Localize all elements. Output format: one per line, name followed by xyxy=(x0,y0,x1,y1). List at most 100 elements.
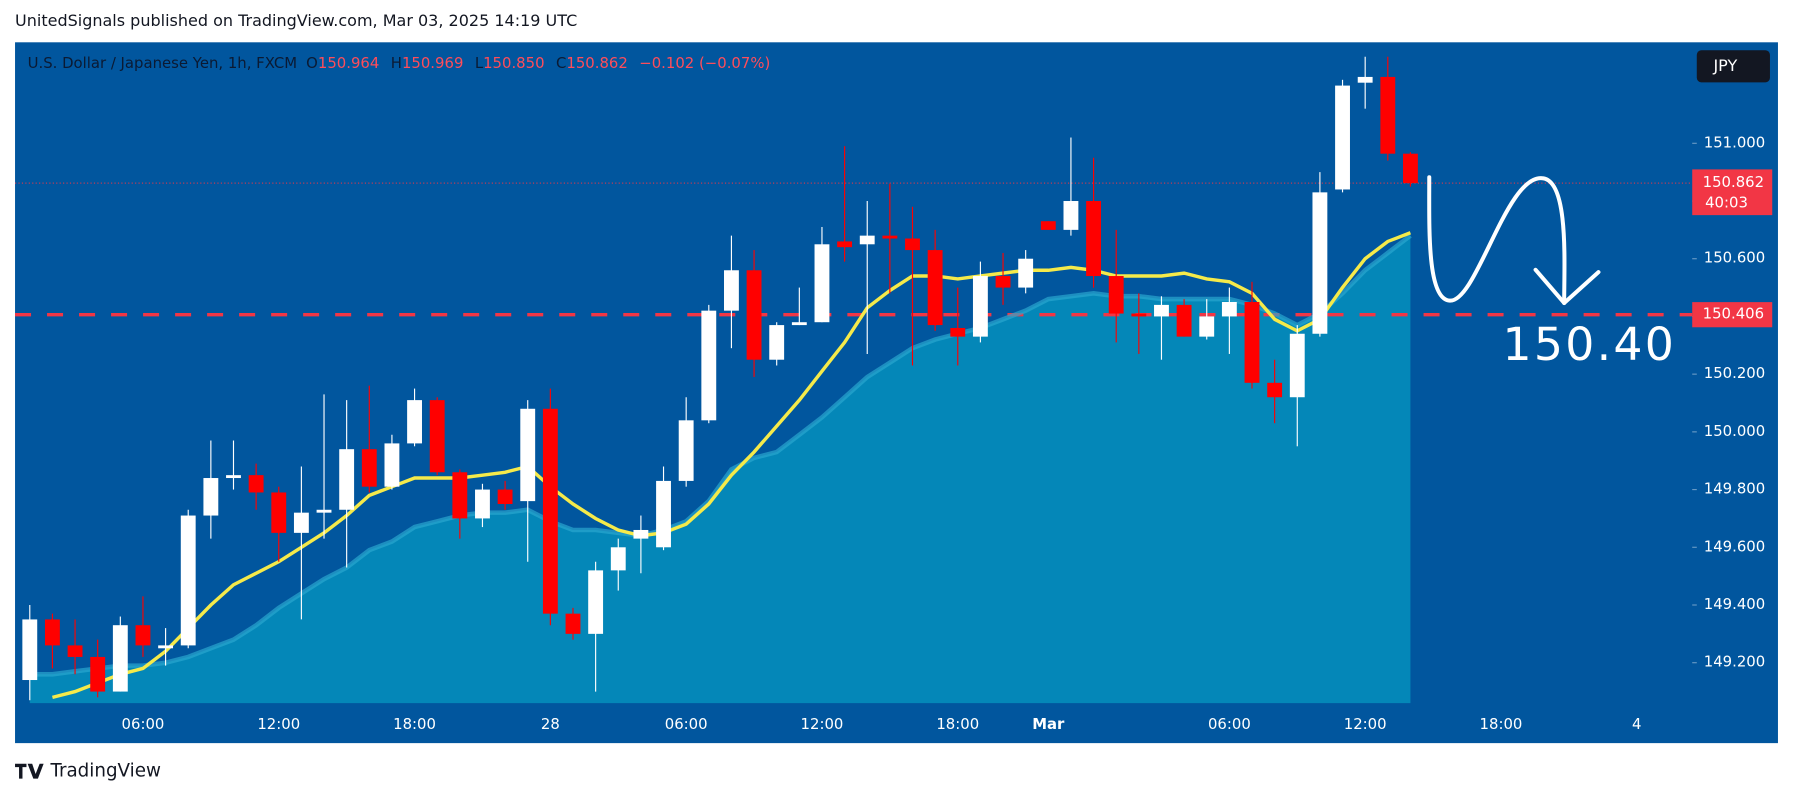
candle-body xyxy=(339,449,355,510)
candle-body xyxy=(588,570,604,634)
candle-body xyxy=(837,241,853,248)
ma-slow-area xyxy=(29,235,1411,704)
publish-header: UnitedSignals published on TradingView.c… xyxy=(15,11,577,30)
logo-mark xyxy=(15,763,44,779)
candle-body xyxy=(1108,276,1124,314)
x-tick-label: Mar xyxy=(1032,715,1065,733)
y-tick-label: 149.600 xyxy=(1704,537,1765,555)
hline-label: 150.406 xyxy=(1703,305,1764,323)
y-tick-label: 151.000 xyxy=(1704,133,1765,151)
legend-value: 150.969 xyxy=(402,54,463,72)
candle-body xyxy=(1040,221,1056,230)
candle-body xyxy=(927,250,943,326)
candle-body xyxy=(384,443,400,487)
x-tick-label: 28 xyxy=(541,715,560,733)
legend: U.S. Dollar / Japanese Yen, 1h, FXCM O150… xyxy=(28,54,771,72)
candle-body xyxy=(1199,316,1215,337)
candle-body xyxy=(452,472,468,519)
candle-body xyxy=(1018,258,1034,288)
candle-body xyxy=(407,400,422,444)
candle-body xyxy=(361,449,377,487)
candle-body xyxy=(791,322,807,326)
candle-body xyxy=(135,625,151,646)
candle-body xyxy=(226,475,241,479)
y-tick-label: 149.400 xyxy=(1704,595,1765,613)
candle-body xyxy=(67,645,83,657)
legend-key: H xyxy=(391,54,402,72)
candle-body xyxy=(293,512,309,533)
legend-key: L xyxy=(475,54,484,72)
candle-body xyxy=(429,400,445,473)
last-price-label: 150.862 xyxy=(1703,173,1764,191)
candle-body xyxy=(859,235,875,245)
candle-body xyxy=(203,478,219,516)
candle-body xyxy=(1312,192,1328,334)
ma-slow-line xyxy=(29,233,1412,677)
currency-button xyxy=(1696,50,1770,83)
candle-body xyxy=(520,408,536,502)
candle-body xyxy=(497,489,513,505)
x-tick-label: 12:00 xyxy=(257,715,300,733)
candle-body xyxy=(475,489,490,519)
candle-body xyxy=(1176,304,1192,337)
candle-body xyxy=(22,619,38,681)
candle-body xyxy=(112,625,128,692)
candle-body xyxy=(271,492,287,533)
candle-body xyxy=(678,420,694,481)
candle-body xyxy=(1063,201,1079,230)
candle-body xyxy=(1267,382,1283,398)
legend-value: 150.850 xyxy=(483,54,544,72)
y-tick-label: 150.200 xyxy=(1704,364,1765,382)
candle-body xyxy=(723,270,739,311)
candle-body xyxy=(769,325,785,360)
legend-value: 150.862 xyxy=(566,54,627,72)
candle-body xyxy=(44,619,60,646)
candle-body xyxy=(1380,76,1396,154)
candle-body xyxy=(610,547,626,571)
candle-body xyxy=(1221,302,1237,317)
candle-body xyxy=(90,656,106,692)
candle-body xyxy=(746,270,762,360)
plot-layer: 149.200 149.400 149.600 149.800 150.000 150.2… xyxy=(15,50,1773,733)
candle-body xyxy=(542,408,558,614)
candle-body xyxy=(882,235,898,239)
hline-tag xyxy=(1692,302,1773,328)
candle-body xyxy=(995,276,1011,288)
x-tick-label: 06:00 xyxy=(1208,715,1251,733)
x-tick-label: 18:00 xyxy=(1480,715,1523,733)
candle-body xyxy=(633,529,649,539)
annotation-text: 150.40 xyxy=(1502,318,1676,371)
candle-body xyxy=(1403,153,1418,184)
candle-body xyxy=(814,244,830,323)
candle-body xyxy=(248,475,264,493)
y-tick-label: 149.200 xyxy=(1704,653,1765,671)
tradingview-logo: TradingView xyxy=(15,761,161,782)
y-tick-label: 150.600 xyxy=(1704,249,1765,267)
candle-body xyxy=(565,613,581,634)
candle-body xyxy=(1335,85,1350,190)
candle-body xyxy=(180,515,196,646)
x-tick-label: 06:00 xyxy=(122,715,165,733)
candle-body xyxy=(158,645,174,649)
currency-label: JPY xyxy=(1712,56,1737,75)
footer-brand: TradingView xyxy=(49,761,161,782)
candle-body xyxy=(1086,201,1101,277)
legend-symbol: U.S. Dollar / Japanese Yen, 1h, FXCM xyxy=(28,54,297,72)
candle-body xyxy=(1154,304,1169,317)
candle-body xyxy=(1357,76,1373,83)
x-tick-label: 06:00 xyxy=(665,715,708,733)
x-tick-label: 4 xyxy=(1632,715,1641,733)
countdown-label: 40:03 xyxy=(1705,194,1748,212)
hand-drawn-arrow xyxy=(1427,175,1567,305)
candle-body xyxy=(905,238,920,251)
last-price-tag xyxy=(1692,169,1773,216)
candle-body xyxy=(656,480,671,548)
candle-body xyxy=(950,327,966,337)
legend-key: C xyxy=(556,54,566,72)
x-tick-label: 18:00 xyxy=(936,715,979,733)
candle-body xyxy=(701,310,717,421)
x-tick-label: 18:00 xyxy=(393,715,436,733)
candle-body xyxy=(1131,313,1147,317)
